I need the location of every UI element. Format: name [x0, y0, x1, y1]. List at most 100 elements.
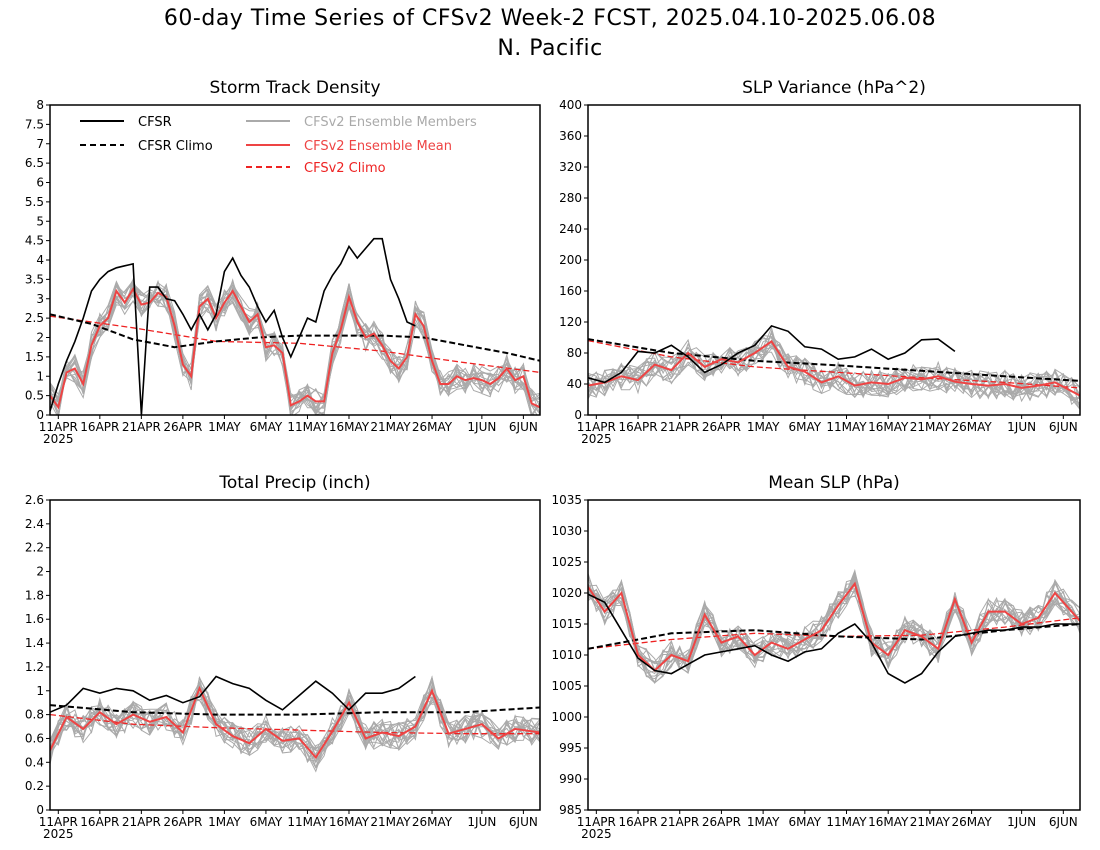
cfsr-climo-line [50, 704, 540, 716]
x-year-label: 2025 [43, 432, 74, 446]
chart-panel-4: Mean SLP (hPa) 985 990 995 1000 1005 1010 1015 1… [551, 473, 1081, 841]
x-tick-label: 26MAY [951, 420, 992, 434]
x-tick-label: 26MAY [951, 815, 992, 829]
legend-cfsr-label: CFSR [138, 115, 172, 130]
panel-title: SLP Variance (hPa^2) [742, 78, 926, 98]
y-tick-label: 4.5 [25, 234, 44, 248]
x-tick-label: 21MAY [910, 815, 951, 829]
ensemble-member-line [50, 689, 540, 760]
figure-title-line1: 60-day Time Series of CFSv2 Week-2 FCST,… [163, 6, 937, 31]
ensemble-mean-line [50, 685, 540, 760]
y-tick-label: 8 [36, 98, 44, 112]
cfsr-climo-line [588, 338, 1080, 382]
figure-title-line2: N. Pacific [497, 36, 603, 61]
x-tick-label: 16MAY [868, 420, 909, 434]
y-tick-label: 160 [559, 284, 582, 298]
x-tick-label: 1JUN [467, 420, 496, 434]
y-tick-label: 80 [567, 346, 582, 360]
y-tick-label: 280 [559, 191, 582, 205]
x-tick-label: 11APR [577, 815, 616, 829]
panel-data-layer [588, 568, 1080, 685]
y-tick-label: 1025 [551, 555, 582, 569]
ensemble-member-line [588, 572, 1080, 677]
ensemble-member-line [588, 341, 1080, 400]
y-tick-label: 3.5 [25, 272, 44, 286]
ensemble-member-line [50, 278, 540, 415]
y-tick-label: 0 [36, 803, 44, 817]
cfsv2-climo-line [50, 315, 540, 374]
y-tick-label: 1020 [551, 586, 582, 600]
y-tick-label: 1 [36, 369, 44, 383]
x-year-label: 2025 [581, 432, 612, 446]
cfsr-climo-line [50, 313, 540, 362]
x-tick-label: 1JUN [467, 815, 496, 829]
x-tick-label: 26APR [702, 420, 741, 434]
y-tick-label: 240 [559, 222, 582, 236]
x-tick-label: 21APR [122, 420, 161, 434]
ensemble-mean-line [588, 339, 1080, 397]
ensemble-member-line [588, 573, 1080, 675]
panel-title: Total Precip (inch) [218, 473, 370, 493]
plot-frame [587, 104, 1081, 416]
x-year-label: 2025 [581, 827, 612, 841]
x-tick-label: 21MAY [370, 815, 411, 829]
y-tick-label: 1.6 [25, 612, 44, 626]
x-tick-label: 21MAY [910, 420, 951, 434]
y-tick-label: 1015 [551, 617, 582, 631]
y-tick-label: 990 [559, 772, 582, 786]
x-tick-label: 26MAY [412, 420, 453, 434]
cfsr-line [588, 324, 956, 384]
x-tick-label: 21APR [122, 815, 161, 829]
legend: CFSR CFSR Climo CFSv2 Ensemble Members CFSv… [80, 115, 477, 176]
x-year-label: 2025 [43, 827, 74, 841]
y-tick-label: 1.4 [25, 636, 44, 650]
x-tick-label: 26MAY [412, 815, 453, 829]
x-tick-label: 21APR [660, 420, 699, 434]
ensemble-member-line [588, 579, 1080, 675]
x-tick-label: 16MAY [868, 815, 909, 829]
panel-title: Storm Track Density [209, 78, 380, 98]
y-tick-label: 995 [559, 741, 582, 755]
y-tick-label: 1.5 [25, 350, 44, 364]
y-tick-label: 320 [559, 160, 582, 174]
y-tick-label: 5 [36, 214, 44, 228]
x-tick-label: 26APR [163, 420, 202, 434]
x-tick-label: 1JUN [1007, 815, 1036, 829]
cfsv2-climo-line [50, 713, 540, 735]
x-tick-label: 21MAY [370, 420, 411, 434]
y-tick-label: 5.5 [25, 195, 44, 209]
x-tick-label: 11MAY [826, 815, 867, 829]
y-tick-label: 2 [36, 331, 44, 345]
y-tick-label: 2 [36, 565, 44, 579]
plot-frame [49, 499, 541, 811]
panel-data-layer [588, 324, 1080, 410]
ensemble-member-line [50, 277, 540, 415]
x-tick-label: 26APR [702, 815, 741, 829]
x-tick-label: 1MAY [208, 815, 241, 829]
y-tick-label: 0.4 [25, 755, 44, 769]
y-tick-label: 1.8 [25, 588, 44, 602]
cfsr-line [50, 675, 416, 713]
legend-cfsv2-climo-label: CFSv2 Climo [304, 161, 386, 176]
y-tick-label: 40 [567, 377, 582, 391]
cfsr-line [50, 237, 416, 415]
x-tick-label: 11APR [39, 815, 78, 829]
panel-data-layer [50, 237, 540, 415]
x-tick-label: 11MAY [287, 420, 328, 434]
ensemble-member-line [588, 573, 1080, 677]
y-tick-label: 4 [36, 253, 44, 267]
ensemble-member-line [588, 330, 1080, 407]
panel-data-layer [50, 675, 540, 773]
y-tick-label: 2.6 [25, 493, 44, 507]
x-tick-label: 6JUN [509, 420, 538, 434]
x-tick-label: 21APR [660, 815, 699, 829]
x-tick-label: 11MAY [826, 420, 867, 434]
y-tick-label: 2.4 [25, 517, 44, 531]
y-tick-label: 0 [36, 408, 44, 422]
y-tick-label: 985 [559, 803, 582, 817]
x-tick-label: 6JUN [509, 815, 538, 829]
x-tick-label: 16MAY [329, 815, 370, 829]
legend-ens-mean-label: CFSv2 Ensemble Mean [304, 139, 452, 154]
y-tick-label: 2.2 [25, 541, 44, 555]
